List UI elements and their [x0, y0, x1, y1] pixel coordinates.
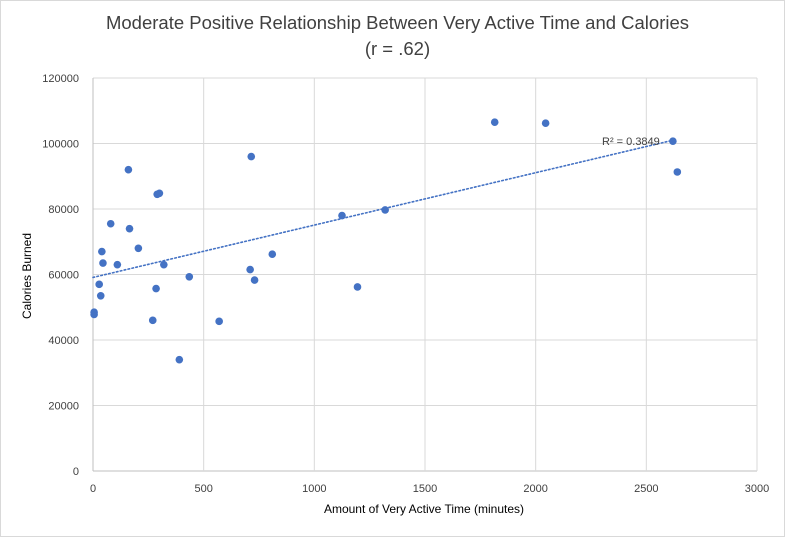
data-point [99, 259, 107, 267]
data-point [95, 280, 103, 289]
x-axis-title: Amount of Very Active Time (minutes) [324, 502, 524, 516]
data-point [353, 283, 362, 291]
chart-title-block: Moderate Positive Relationship Between V… [0, 10, 785, 62]
y-axis-tick-labels: 0 20000 40000 60000 80000 100000 120000 [42, 73, 79, 478]
x-axis-tick-labels: 0 500 1000 1500 2000 2500 3000 [90, 483, 769, 495]
x-tick-label: 2500 [634, 483, 658, 495]
data-point [185, 272, 194, 281]
data-point [155, 189, 164, 198]
data-points [90, 118, 682, 364]
data-point [175, 355, 184, 364]
data-point [106, 219, 115, 228]
x-tick-label: 1000 [302, 483, 326, 495]
data-point [134, 244, 143, 253]
data-point [215, 317, 223, 326]
chart-subtitle: (r = .62) [364, 38, 431, 59]
data-point [268, 250, 277, 258]
x-tick-label: 3000 [745, 483, 769, 495]
data-point [125, 224, 134, 233]
chart-title: Moderate Positive Relationship Between V… [105, 12, 690, 33]
data-point [247, 152, 256, 161]
data-point [246, 265, 254, 274]
data-point [90, 310, 98, 319]
y-tick-label: 100000 [42, 139, 79, 151]
y-tick-label: 40000 [48, 335, 79, 347]
y-tick-label: 80000 [48, 204, 79, 216]
data-point [541, 119, 550, 127]
y-tick-label: 0 [73, 466, 79, 478]
data-point [160, 260, 168, 269]
y-tick-label: 120000 [42, 73, 79, 85]
data-point [113, 260, 122, 269]
data-point [673, 168, 682, 176]
data-point [124, 165, 133, 174]
y-tick-label: 60000 [48, 270, 79, 282]
data-point [250, 276, 259, 284]
data-point [152, 284, 160, 293]
data-point [96, 291, 105, 300]
data-point [669, 137, 677, 146]
x-tick-label: 500 [194, 483, 212, 495]
data-point [490, 118, 499, 127]
data-point [381, 206, 389, 214]
x-tick-label: 1500 [413, 483, 437, 495]
x-tick-label: 2000 [523, 483, 547, 495]
x-tick-label: 0 [90, 483, 96, 495]
gridlines [92, 77, 758, 472]
data-point [338, 211, 346, 220]
data-point [98, 247, 106, 256]
y-axis-title: Calories Burned [20, 233, 34, 319]
r-squared-label: R² = 0.3849 [602, 136, 660, 148]
data-point [148, 316, 157, 325]
y-tick-label: 20000 [48, 401, 79, 413]
